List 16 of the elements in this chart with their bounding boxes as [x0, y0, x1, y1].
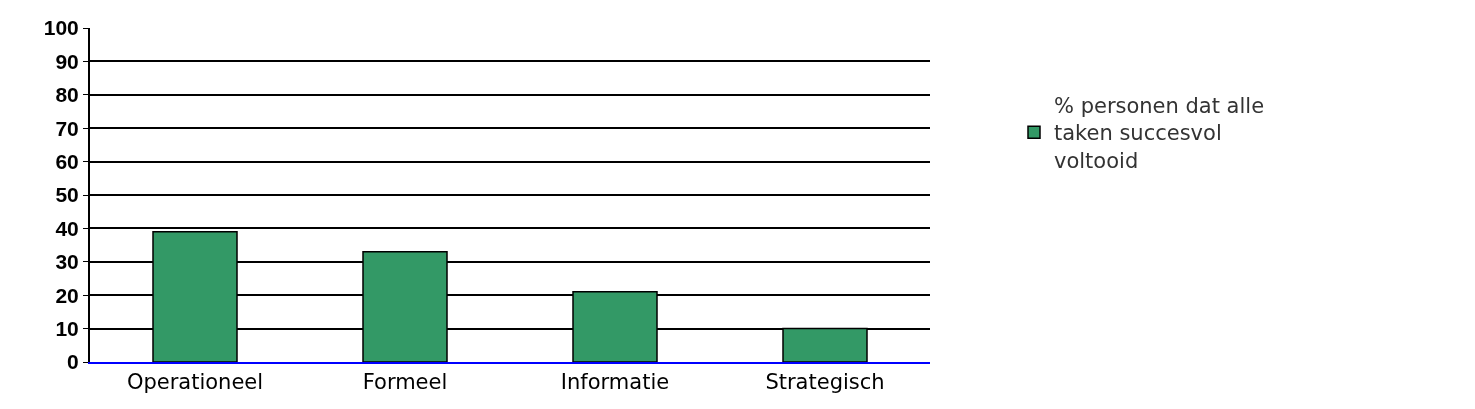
y-tick-label: 40 [55, 216, 79, 240]
legend-label: % personen dat alle taken succesvol voltooid [1054, 94, 1265, 173]
y-tick-label: 50 [55, 183, 79, 207]
y-tick-label: 60 [55, 149, 79, 173]
x-tick-label: Informatie [560, 370, 670, 395]
y-tick-label: 90 [55, 49, 79, 73]
x-tick-label: Operationeel [126, 370, 264, 395]
y-tick-label: 30 [55, 250, 79, 274]
y-tick-label: 100 [43, 16, 79, 40]
y-tick-label: 80 [55, 83, 79, 107]
y-tick-label: 70 [55, 116, 79, 140]
y-tick-label: 0 [67, 350, 79, 374]
y-tick-label: 20 [55, 283, 79, 307]
y-tick-label: 10 [55, 316, 79, 340]
x-tick-label: Formeel [362, 370, 448, 395]
x-tick-label: Strategisch [765, 370, 885, 395]
